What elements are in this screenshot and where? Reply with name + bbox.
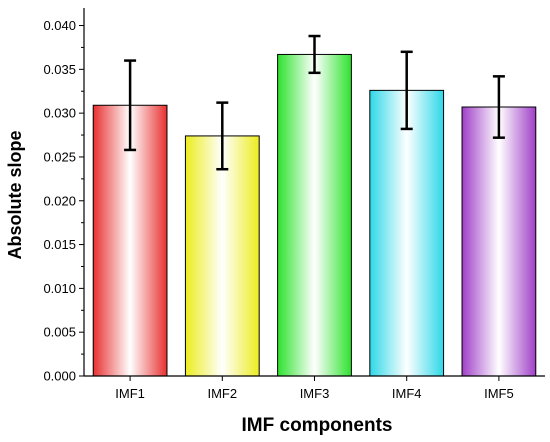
- bar-imf4: [369, 89, 445, 377]
- x-tick-label: IMF1: [115, 386, 145, 401]
- y-tick-label: 0.020: [43, 193, 76, 208]
- y-tick-label: 0.005: [43, 325, 76, 340]
- y-tick-label: 0.025: [43, 149, 76, 164]
- axes-group: IMF1 IMF2 IMF3 IMF4 IMF5 0.000 0.005 0.010 0.015…: [43, 8, 545, 401]
- bar-imf3: [277, 53, 352, 377]
- x-tick-label: IMF5: [484, 386, 514, 401]
- error-bars-group: [124, 34, 505, 171]
- bars-group: [92, 53, 537, 377]
- bar-imf2: [184, 135, 260, 377]
- x-tick-label: IMF2: [207, 386, 237, 401]
- x-tick-label: IMF3: [300, 386, 330, 401]
- bar-imf5: [461, 106, 537, 377]
- y-tick-label: 0.030: [43, 106, 76, 121]
- y-tick-label: 0.010: [43, 281, 76, 296]
- y-tick-label: 0.040: [43, 18, 76, 33]
- x-axis-title: IMF components: [242, 415, 393, 436]
- y-tick-label: 0.035: [43, 62, 76, 77]
- y-axis-title: Absolute slope: [5, 130, 25, 259]
- x-tick-label: IMF4: [392, 386, 422, 401]
- y-tick-label: 0.015: [43, 237, 76, 252]
- y-tick-label: 0.000: [43, 369, 76, 384]
